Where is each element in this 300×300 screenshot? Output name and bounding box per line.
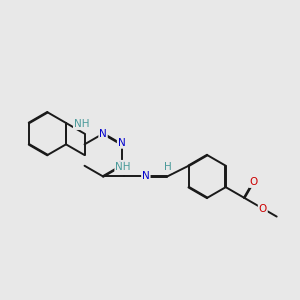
Text: N: N (118, 138, 125, 148)
Text: N: N (142, 172, 150, 182)
Text: NH: NH (115, 162, 131, 172)
Text: H: H (164, 162, 172, 172)
Text: O: O (249, 177, 257, 187)
Text: N: N (99, 129, 107, 139)
Text: N: N (118, 161, 125, 171)
Text: O: O (259, 204, 267, 214)
Text: NH: NH (74, 119, 89, 129)
